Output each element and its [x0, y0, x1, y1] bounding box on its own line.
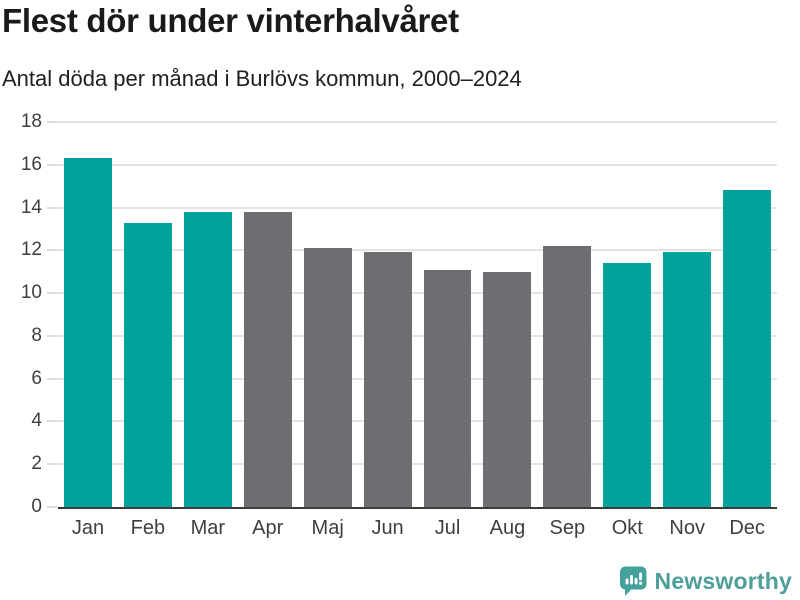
x-axis-label-jan: Jan [71, 517, 105, 539]
bar-slot-maj [298, 122, 358, 507]
bar-slot-apr [238, 122, 298, 507]
bar-nov [663, 252, 712, 507]
bar-jun [363, 252, 412, 507]
gridline-2 [58, 463, 777, 466]
y-axis-label-16: 16 [20, 153, 42, 175]
bar-sep [543, 246, 592, 507]
bar-slot-jul [418, 122, 478, 507]
x-axis-label-jul: Jul [434, 517, 461, 539]
x-axis-label-jun: Jun [371, 517, 404, 539]
x-axis-label-aug: Aug [489, 517, 526, 539]
x-axis-label-mar: Mar [190, 517, 226, 539]
y-axis-label-18: 18 [20, 111, 42, 132]
y-axis-label-6: 6 [31, 367, 42, 389]
gridline-8 [58, 334, 777, 337]
y-tick-18 [47, 121, 58, 123]
gridline-14 [58, 206, 777, 209]
bar-slot-nov [657, 122, 717, 507]
y-tick-4 [47, 420, 58, 423]
bars-layer [58, 122, 777, 507]
y-tick-8 [47, 334, 58, 337]
bar-slot-sep [537, 122, 597, 507]
bar-apr [243, 211, 292, 507]
x-axis-label-feb: Feb [130, 517, 166, 539]
brand-name: Newsworthy [654, 567, 792, 594]
bar-slot-okt [597, 122, 657, 507]
y-tick-12 [47, 249, 58, 252]
y-axis-label-12: 12 [20, 239, 42, 261]
bar-slot-jan [58, 122, 118, 507]
bar-slot-feb [118, 122, 178, 507]
y-tick-14 [47, 206, 58, 209]
x-axis-label-okt: Okt [611, 517, 643, 539]
x-axis-label-apr: Apr [252, 517, 284, 539]
y-tick-2 [47, 463, 58, 466]
bar-jan [63, 158, 112, 507]
gridline-4 [58, 420, 777, 423]
y-axis-label-14: 14 [20, 196, 42, 218]
bar-slot-aug [477, 122, 537, 507]
bar-aug [483, 271, 532, 507]
bar-slot-dec [717, 122, 777, 507]
y-tick-6 [47, 377, 58, 380]
gridline-16 [58, 163, 777, 166]
newsworthy-logo-icon [619, 566, 647, 596]
y-axis-label-8: 8 [31, 324, 42, 346]
chart-subtitle: Antal döda per månad i Burlövs kommun, 2… [2, 66, 522, 91]
y-axis-label-2: 2 [31, 453, 42, 475]
bar-jul [423, 269, 472, 507]
bar-slot-jun [358, 122, 418, 507]
bar-maj [303, 248, 352, 507]
x-axis-label-sep: Sep [549, 517, 586, 539]
x-axis-label-nov: Nov [669, 517, 705, 539]
brand-footer: Newsworthy [618, 565, 792, 597]
y-axis-label-0: 0 [31, 496, 42, 517]
y-axis-label-10: 10 [20, 282, 42, 304]
x-axis-labels: Jan Feb Mar Apr Maj Jun Jul Aug Sep Okt Nov Dec [58, 517, 777, 540]
y-tick-16 [47, 163, 58, 166]
bar-chart-plot-area: 0 2 4 6 8 10 12 14 16 18 Jan Feb Mar Apr Maj Jun Jul Aug… [21, 111, 777, 539]
chart-title: Flest dör under vinterhalvåret [2, 2, 459, 39]
bar-slot-mar [178, 122, 238, 507]
y-tick-0 [47, 506, 58, 508]
gridline-12 [58, 249, 777, 252]
gridline-10 [58, 292, 777, 295]
y-axis-label-4: 4 [31, 410, 42, 432]
bar-dec [723, 190, 772, 507]
x-axis-label-dec: Dec [729, 517, 765, 539]
bar-okt [603, 263, 652, 507]
bar-mar [183, 211, 232, 507]
bar-feb [123, 222, 172, 507]
x-axis-label-maj: Maj [311, 517, 344, 539]
y-tick-10 [47, 292, 58, 295]
gridline-18 [58, 121, 777, 123]
gridline-6 [58, 377, 777, 380]
